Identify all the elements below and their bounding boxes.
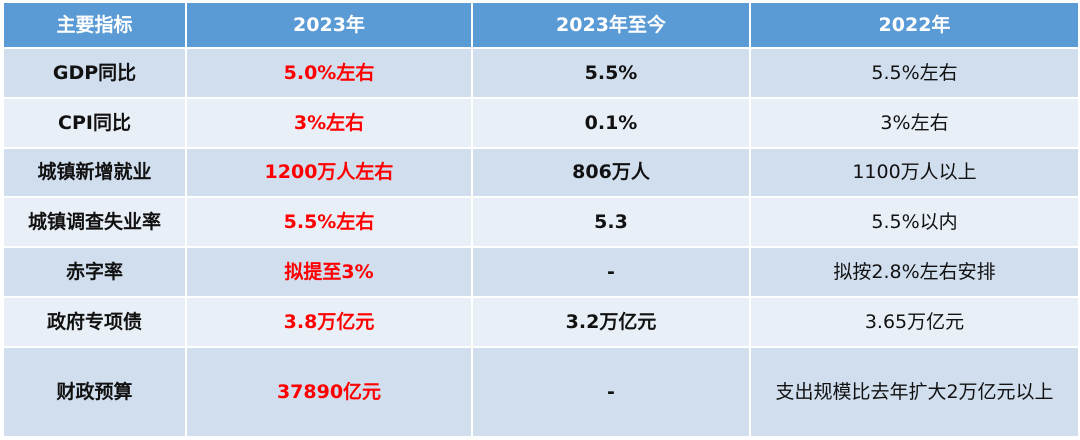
- cell-2023-target: 拟提至3%: [185, 246, 473, 298]
- cell-2023-ytd: 806万人: [471, 146, 751, 199]
- cell-2022: 拟按2.8%左右安排: [749, 246, 1080, 298]
- cell-2023-ytd: 5.3: [471, 196, 751, 249]
- cell-2022: 5.5%以内: [749, 196, 1080, 249]
- cell-2022: 支出规模比去年扩大2万亿元以上: [749, 345, 1080, 439]
- cell-2023-ytd: -: [471, 345, 751, 439]
- cell-2023-ytd: 0.1%: [471, 96, 751, 149]
- cell-2023-ytd: -: [471, 246, 751, 298]
- row-label: GDP同比: [2, 47, 187, 99]
- cell-2023-ytd: 3.2万亿元: [471, 295, 751, 348]
- cell-2023-target: 3.8万亿元: [185, 295, 473, 348]
- table-row: CPI同比 3%左右 0.1% 3%左右: [2, 96, 1080, 149]
- cell-2022: 3.65万亿元: [749, 295, 1080, 348]
- cell-2023-target: 1200万人左右: [185, 146, 473, 199]
- table-row: 财政预算 37890亿元 - 支出规模比去年扩大2万亿元以上: [2, 345, 1080, 439]
- header-2023-ytd: 2023年至今: [471, 1, 751, 49]
- table-row: 赤字率 拟提至3% - 拟按2.8%左右安排: [2, 246, 1080, 298]
- row-label: CPI同比: [2, 96, 187, 149]
- cell-2022: 5.5%左右: [749, 47, 1080, 99]
- cell-2023-target: 3%左右: [185, 96, 473, 149]
- row-label: 赤字率: [2, 246, 187, 298]
- table-row: 城镇新增就业 1200万人左右 806万人 1100万人以上: [2, 146, 1080, 199]
- header-indicator: 主要指标: [2, 1, 187, 49]
- row-label: 城镇新增就业: [2, 146, 187, 199]
- cell-2023-target: 37890亿元: [185, 345, 473, 439]
- table-row: 城镇调查失业率 5.5%左右 5.3 5.5%以内: [2, 196, 1080, 249]
- cell-2023-target: 5.5%左右: [185, 196, 473, 249]
- row-label: 城镇调查失业率: [2, 196, 187, 249]
- row-label: 政府专项债: [2, 295, 187, 348]
- cell-2022: 3%左右: [749, 96, 1080, 149]
- header-2022: 2022年: [749, 1, 1080, 49]
- header-2023: 2023年: [185, 1, 473, 49]
- cell-2022: 1100万人以上: [749, 146, 1080, 199]
- row-label: 财政预算: [2, 345, 187, 439]
- table-row: 政府专项债 3.8万亿元 3.2万亿元 3.65万亿元: [2, 295, 1080, 348]
- cell-2023-ytd: 5.5%: [471, 47, 751, 99]
- table-row: GDP同比 5.0%左右 5.5% 5.5%左右: [2, 47, 1080, 99]
- cell-2023-target: 5.0%左右: [185, 47, 473, 99]
- table-header-row: 主要指标 2023年 2023年至今 2022年: [2, 1, 1080, 49]
